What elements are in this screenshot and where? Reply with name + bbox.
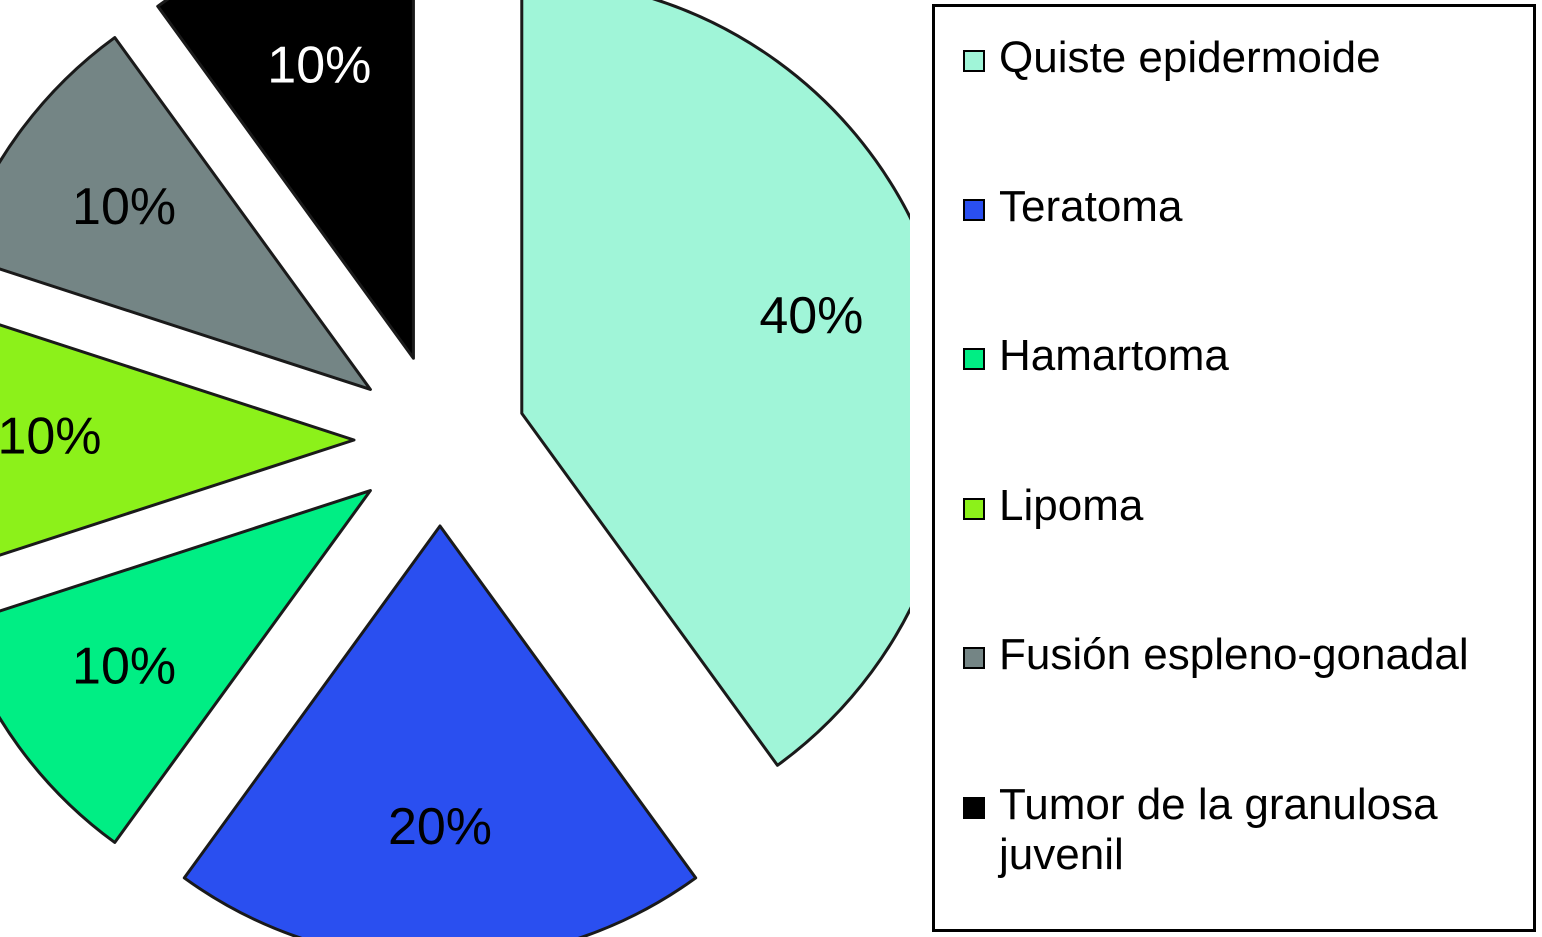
pie-slice-tumor-de-la-granulosa-juvenil bbox=[156, 0, 415, 360]
legend-label: Quiste epidermoide bbox=[999, 33, 1381, 82]
legend-label: Teratoma bbox=[999, 182, 1183, 231]
slice-label-teratoma: 20% bbox=[388, 798, 492, 856]
slice-label-fusion-espleno-gonadal: 10% bbox=[72, 178, 176, 236]
pie-chart-svg: 40% 20% 10% 10% 10% 10% bbox=[0, 0, 910, 937]
legend-item-fusion-espleno-gonadal: Fusión espleno-gonadal bbox=[963, 630, 1523, 680]
legend-item-teratoma: Teratoma bbox=[963, 182, 1523, 232]
legend-swatch bbox=[963, 498, 985, 520]
pie-slice-hamartoma bbox=[0, 489, 372, 844]
legend-item-quiste-epidermoide: Quiste epidermoide bbox=[963, 33, 1523, 83]
legend-swatch bbox=[963, 647, 985, 669]
legend-label: Tumor de la granulosa juvenil bbox=[999, 780, 1438, 879]
slice-label-lipoma: 10% bbox=[0, 408, 102, 466]
legend-label: Hamartoma bbox=[999, 331, 1229, 380]
legend-item-hamartoma: Hamartoma bbox=[963, 331, 1523, 381]
pie-slice-quiste-epidermoide bbox=[520, 0, 910, 767]
legend-label: Fusión espleno-gonadal bbox=[999, 630, 1469, 679]
legend-swatch bbox=[963, 199, 985, 221]
pie-slice-lipoma bbox=[0, 323, 356, 557]
legend-swatch bbox=[963, 797, 985, 819]
legend: Quiste epidermoide Teratoma Hamartoma Li… bbox=[932, 4, 1536, 932]
slice-label-hamartoma: 10% bbox=[72, 637, 176, 695]
pie-slice-teratoma bbox=[182, 524, 698, 937]
legend-item-tumor-de-la-granulosa-juvenil: Tumor de la granulosa juvenil bbox=[963, 780, 1483, 880]
pie-chart: 40% 20% 10% 10% 10% 10% bbox=[0, 0, 910, 937]
legend-label: Lipoma bbox=[999, 481, 1144, 530]
legend-swatch bbox=[963, 348, 985, 370]
pie-slice-fusion-espleno-gonadal bbox=[0, 36, 372, 391]
slice-label-tumor-de-la-granulosa-juvenil: 10% bbox=[267, 36, 371, 94]
slice-label-quiste-epidermoide: 40% bbox=[759, 287, 863, 345]
legend-item-lipoma: Lipoma bbox=[963, 481, 1523, 531]
legend-swatch bbox=[963, 50, 985, 72]
